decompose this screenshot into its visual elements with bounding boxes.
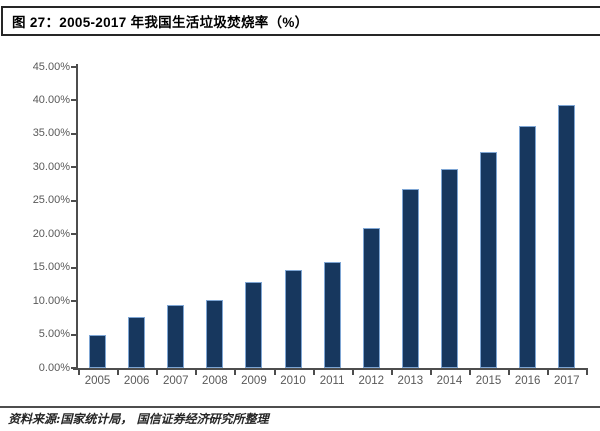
y-axis-line [76,64,78,370]
x-axis-tick-label: 2015 [475,375,502,387]
y-axis-tick [71,166,76,169]
y-axis-tick [71,266,76,269]
bar-2013 [401,188,419,368]
x-axis-tick [312,370,315,375]
y-axis-tick-label: 5.00% [38,328,70,341]
bar-2011 [323,262,341,368]
bar-2015 [480,151,498,368]
y-axis-tick [71,333,76,336]
x-axis-tick [273,370,276,375]
x-axis-tick-label: 2006 [123,375,150,387]
bar-2012 [362,227,380,368]
bar-2016 [519,125,537,368]
x-axis-tick-label: 2014 [436,375,463,387]
y-axis-tick-label: 10.00% [32,294,70,307]
bar-2014 [440,168,458,368]
x-axis-tick-label: 2017 [553,375,580,387]
bar-2009 [245,281,263,368]
y-axis-tick-label: 30.00% [32,160,70,173]
figure-title: 图 27：2005-2017 年我国生活垃圾焚烧率（%） [12,15,309,30]
x-axis-tick [469,370,471,375]
figure-header: 图 27：2005-2017 年我国生活垃圾焚烧率（%） [1,6,600,36]
source-note: 资料来源:国家统计局， 国信证券经济研究所整理 [8,410,600,427]
x-axis-tick [508,370,511,375]
x-axis-tick-label: 2007 [162,375,189,387]
y-axis-tick-label: 25.00% [32,194,70,207]
x-axis-tick [234,370,237,375]
x-axis-tick [156,370,159,375]
x-axis-tick [195,370,198,375]
x-axis-tick [390,370,393,375]
x-axis-tick [586,370,589,375]
x-axis-tick [117,370,120,375]
y-axis-tick-label: 45.00% [32,60,70,73]
x-axis-tick-label: 2005 [84,375,111,387]
bar-2007 [167,305,185,368]
y-axis-tick [71,99,76,102]
x-axis-tick [351,370,354,375]
y-axis-tick [71,199,76,202]
x-axis-tick [547,370,550,375]
y-axis-tick [71,300,76,303]
x-axis-tick-label: 2008 [202,375,228,387]
y-axis-tick [71,132,76,135]
y-axis-tick [71,367,76,369]
y-axis-tick-label: 15.00% [32,261,70,274]
y-axis-tick [71,66,76,68]
bar-2006 [128,317,146,368]
y-axis-tick [71,233,76,236]
x-axis-line [73,368,589,370]
x-axis-tick-label: 2011 [319,375,345,387]
x-axis-tick-label: 2012 [358,375,385,387]
x-axis-tick-label: 2009 [241,375,267,387]
x-axis-tick-label: 2010 [280,375,306,387]
y-axis-tick-label: 0.00% [38,361,70,374]
footer-divider [0,406,600,408]
bar-2005 [89,334,107,368]
source-text: 资料来源:国家统计局， 国信证券经济研究所整理 [8,412,269,426]
x-axis-tick-label: 2016 [514,375,541,387]
x-axis-tick [78,370,80,375]
y-axis-tick-label: 40.00% [32,93,70,106]
bar-2010 [284,270,302,368]
bar-2008 [206,300,224,368]
x-axis-tick-label: 2013 [397,375,424,387]
y-axis-tick-label: 35.00% [32,127,70,140]
x-axis-tick [429,370,432,375]
bar-2017 [558,105,576,368]
y-axis-tick-label: 20.00% [32,227,70,240]
